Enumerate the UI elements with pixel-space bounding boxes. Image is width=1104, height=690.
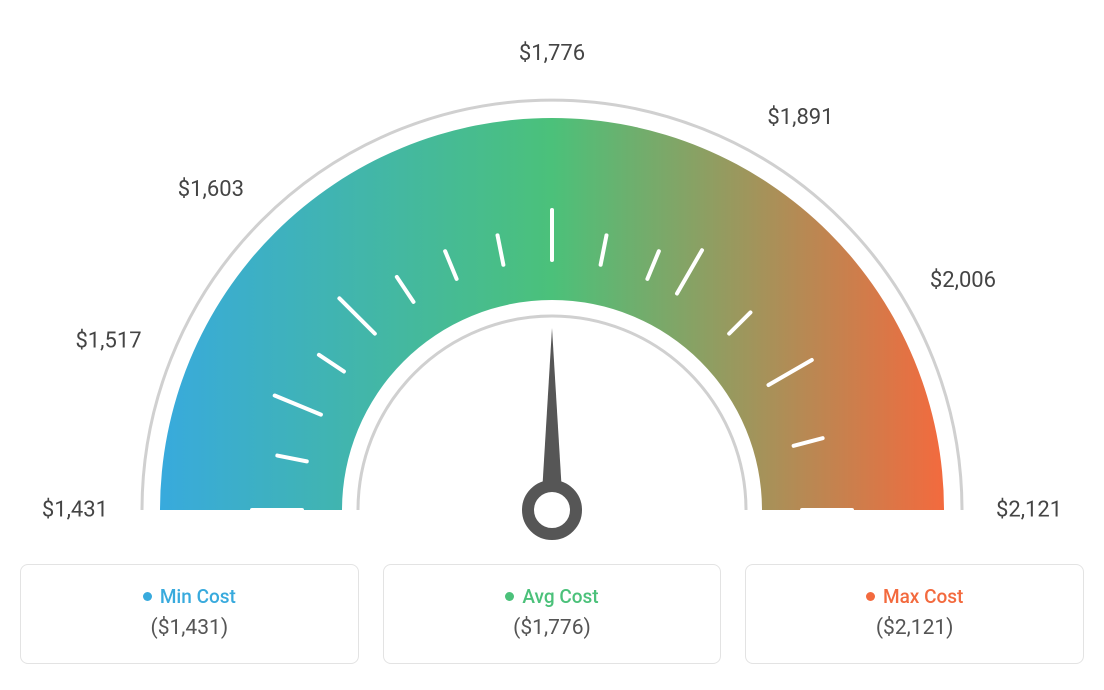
gauge-tick-label: $1,776	[519, 41, 585, 66]
gauge-tick-label: $2,121	[996, 498, 1062, 523]
legend-min-title-row: Min Cost	[143, 585, 236, 608]
legend-max-title: Max Cost	[883, 585, 963, 608]
gauge-tick-label: $1,603	[178, 177, 244, 202]
gauge-tick-label: $1,891	[767, 105, 833, 130]
gauge-chart-container: $1,431 $1,517 $1,603 $1,776 $1,891 $2,006 $2,1…	[0, 0, 1104, 690]
legend-min-dot-icon	[143, 592, 152, 601]
legend-card-avg: Avg Cost ($1,776)	[383, 564, 722, 664]
gauge-needle-hub-icon	[528, 486, 576, 534]
legend-max-title-row: Max Cost	[866, 585, 963, 608]
legend-card-max: Max Cost ($2,121)	[745, 564, 1084, 664]
gauge-area: $1,431 $1,517 $1,603 $1,776 $1,891 $2,006 $2,1…	[0, 0, 1104, 540]
legend-max-value: ($2,121)	[876, 616, 954, 640]
legend-avg-title: Avg Cost	[522, 585, 598, 608]
legend-row: Min Cost ($1,431) Avg Cost ($1,776) Max …	[0, 564, 1104, 664]
legend-avg-value: ($1,776)	[513, 616, 591, 640]
legend-max-dot-icon	[866, 592, 875, 601]
legend-card-min: Min Cost ($1,431)	[20, 564, 359, 664]
gauge-tick-label: $1,431	[42, 498, 108, 523]
legend-min-value: ($1,431)	[151, 616, 229, 640]
legend-avg-dot-icon	[505, 592, 514, 601]
legend-avg-title-row: Avg Cost	[505, 585, 598, 608]
gauge-tick-label: $1,517	[75, 328, 141, 353]
legend-min-title: Min Cost	[160, 585, 236, 608]
gauge-tick-label: $2,006	[930, 268, 996, 293]
